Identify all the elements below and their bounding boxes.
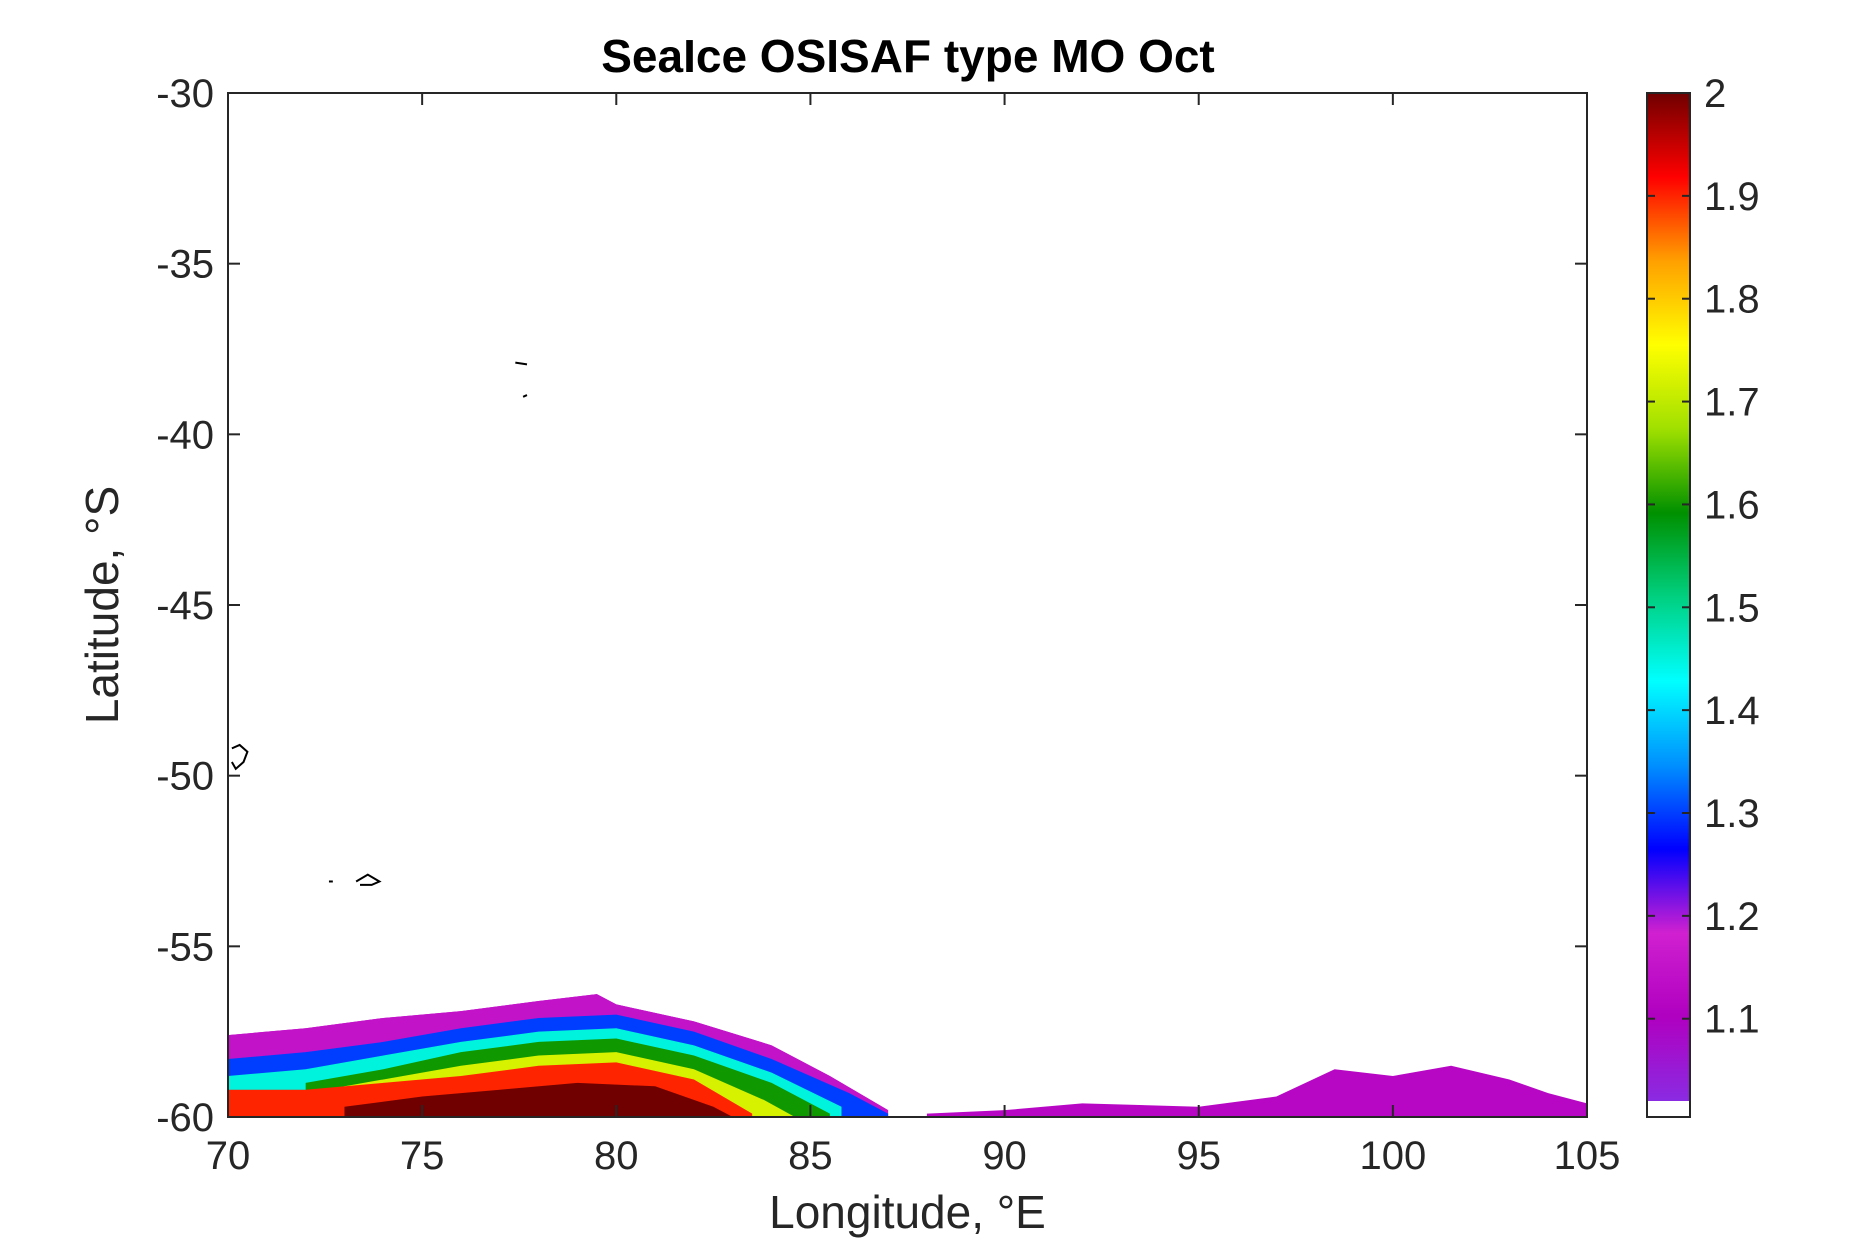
colorbar: 1.1 1.2 1.3 1.4 1.5 1.6 1.7 1.8 1.9 2	[1646, 72, 1760, 1118]
y-tick-label: -60	[156, 1096, 214, 1140]
chart-title: SeaIce OSISAF type MO Oct	[601, 30, 1215, 82]
y-axis-label: Latitude, °S	[76, 486, 128, 724]
plot-area: 70 75 80 85 90 95 100 105 -30 -35 -40 -45 -50 -55 -60	[156, 72, 1620, 1178]
colorbar-tick-label: 1.8	[1704, 278, 1760, 322]
colorbar-tick-label: 2	[1704, 72, 1726, 116]
ice-edge-region-2	[926, 1065, 1587, 1117]
colorbar-tick-label: 1.7	[1704, 381, 1760, 425]
x-tick-label: 85	[788, 1134, 833, 1178]
colorbar-tick-label: 1.9	[1704, 175, 1760, 219]
ice-field	[228, 994, 1587, 1117]
x-axis: 70 75 80 85 90 95 100 105	[206, 93, 1621, 1178]
coastline-contours	[231, 361, 528, 886]
colorbar-no-data	[1647, 1101, 1690, 1117]
coast-contour-1	[515, 361, 528, 366]
y-axis: -30 -35 -40 -45 -50 -55 -60	[156, 72, 1587, 1140]
colorbar-tick-label: 1.3	[1704, 792, 1760, 836]
coast-contour-2	[522, 394, 528, 398]
y-tick-label: -45	[156, 584, 214, 628]
colorbar-tick-label: 1.5	[1704, 586, 1760, 630]
colorbar-gradient	[1647, 93, 1690, 1101]
colorbar-frame	[1646, 92, 1691, 1118]
x-tick-label: 105	[1554, 1134, 1621, 1178]
plot-background	[228, 93, 1587, 1117]
colorbar-tick-label: 1.2	[1704, 895, 1760, 939]
colorbar-tick-label: 1.1	[1704, 998, 1760, 1042]
ice-band-7	[344, 1082, 733, 1117]
x-tick-label: 90	[982, 1134, 1027, 1178]
x-tick-label: 95	[1176, 1134, 1221, 1178]
y-tick-label: -35	[156, 243, 214, 287]
y-tick-label: -50	[156, 755, 214, 799]
colorbar-tick-label: 1.6	[1704, 483, 1760, 527]
x-tick-label: 75	[400, 1134, 445, 1178]
y-tick-label: -40	[156, 413, 214, 457]
y-tick-label: -30	[156, 72, 214, 116]
x-axis-label: Longitude, °E	[769, 1186, 1046, 1238]
x-tick-label: 80	[594, 1134, 639, 1178]
colorbar-tick-label: 1.4	[1704, 689, 1760, 733]
x-tick-label: 100	[1359, 1134, 1426, 1178]
y-tick-label: -55	[156, 925, 214, 969]
x-tick-label: 70	[206, 1134, 251, 1178]
coast-contour-3	[231, 743, 249, 771]
coast-contour-5	[355, 873, 382, 886]
